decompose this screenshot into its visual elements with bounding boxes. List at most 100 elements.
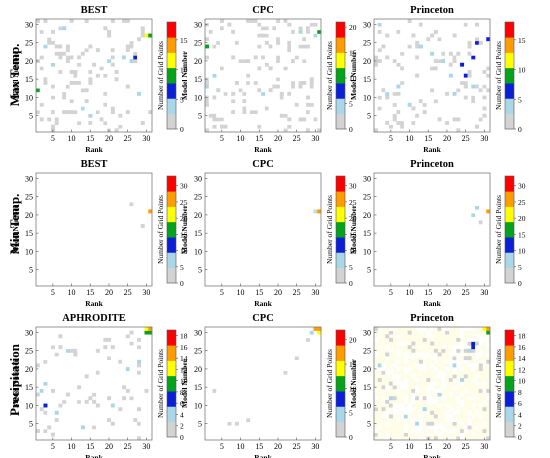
heatmap-cell — [456, 80, 461, 85]
heatmap-cell — [460, 99, 465, 104]
heatmap-cell — [388, 337, 393, 342]
heatmap-cell — [268, 128, 273, 133]
heatmap-cell — [463, 55, 468, 60]
heatmap-cell — [418, 128, 423, 133]
heatmap-cell — [246, 37, 251, 42]
heatmap-cell — [122, 224, 127, 228]
heatmap-cell — [377, 367, 382, 371]
heatmap-cell — [253, 84, 258, 89]
heatmap-cell — [385, 80, 390, 85]
heatmap-cell — [261, 330, 266, 335]
colorbar-segment — [167, 345, 176, 361]
heatmap-cell — [58, 73, 63, 78]
heatmap-cell — [482, 70, 487, 74]
heatmap-cell — [279, 363, 284, 368]
heatmap-cell — [205, 202, 209, 207]
heatmap-cell — [50, 29, 55, 34]
heatmap-cell — [73, 173, 78, 177]
heatmap-cell — [99, 370, 104, 375]
heatmap-cell — [103, 44, 108, 49]
heatmap-cell — [231, 260, 236, 265]
heatmap-cell — [396, 121, 401, 125]
x-tick-label: 10 — [406, 288, 414, 297]
heatmap-cell — [54, 260, 59, 265]
heatmap-cell — [223, 124, 228, 129]
heatmap-cell — [257, 88, 262, 93]
heatmap-cell — [80, 245, 85, 250]
heatmap-cell — [212, 224, 217, 228]
heatmap-cell — [242, 55, 247, 60]
heatmap-cell — [309, 66, 314, 71]
heatmap-cell — [430, 271, 435, 276]
heatmap-cell — [99, 88, 104, 93]
heatmap-cell — [205, 99, 209, 104]
heatmap-cell — [264, 227, 269, 232]
heatmap-cell — [122, 88, 127, 93]
heatmap-cell — [317, 37, 322, 42]
heatmap-cell — [445, 113, 450, 118]
heatmap-cell — [39, 370, 44, 375]
heatmap-cell — [407, 414, 412, 419]
heatmap-cell — [268, 124, 273, 129]
heatmap-cell — [77, 198, 82, 203]
heatmap-cell — [99, 271, 104, 276]
heatmap-cell — [234, 374, 239, 379]
heatmap-cell — [62, 102, 67, 107]
heatmap-cell — [264, 70, 269, 74]
heatmap-cell — [294, 352, 299, 357]
heatmap-cell — [223, 356, 228, 361]
heatmap-cell — [62, 70, 67, 74]
heatmap-cell — [291, 173, 296, 177]
heatmap-cell — [125, 378, 130, 382]
heatmap-cell — [95, 110, 100, 115]
heatmap-cell — [223, 62, 228, 67]
heatmap-cell — [482, 234, 487, 239]
heatmap-cell — [84, 110, 89, 115]
heatmap-cell — [302, 22, 307, 27]
heatmap-cell — [148, 352, 153, 357]
heatmap-cell — [99, 260, 104, 265]
heatmap-cell — [287, 249, 292, 254]
heatmap-cell — [92, 88, 97, 93]
heatmap-cell — [125, 84, 130, 89]
heatmap-cell — [219, 392, 224, 397]
heatmap-cell — [69, 348, 74, 353]
heatmap-cell — [39, 275, 44, 279]
heatmap-cell — [249, 88, 254, 93]
heatmap-cell — [129, 44, 134, 49]
heatmap-cell — [205, 399, 209, 404]
heatmap-cell — [80, 216, 85, 221]
colorbar-segment — [505, 345, 514, 361]
heatmap-cell — [246, 102, 251, 107]
heatmap-cell — [133, 359, 138, 364]
heatmap-cell — [249, 363, 254, 368]
heatmap-cell — [287, 40, 292, 45]
heatmap-cell — [118, 231, 123, 236]
heatmap-cell — [234, 407, 239, 412]
heatmap-cell — [317, 176, 322, 181]
y-axis-label: Model Number — [180, 204, 189, 254]
heatmap-cell — [374, 396, 378, 401]
heatmap-cell — [39, 51, 44, 56]
heatmap-cell — [388, 73, 393, 78]
heatmap-cell — [422, 367, 427, 371]
heatmap-cell — [467, 341, 472, 346]
heatmap-cell — [88, 330, 93, 335]
heatmap-cell — [456, 66, 461, 71]
heatmap-cell — [441, 26, 446, 31]
heatmap-cell — [264, 421, 269, 426]
heatmap-cell — [84, 44, 89, 49]
colorbar-tick-label: 5 — [349, 263, 353, 272]
heatmap-cell — [216, 209, 221, 214]
heatmap-cell — [253, 220, 258, 225]
heatmap-cell — [445, 359, 450, 364]
heatmap-cell — [216, 396, 221, 401]
heatmap-cell — [268, 26, 273, 31]
heatmap-cell — [234, 249, 239, 254]
heatmap-cell — [415, 231, 420, 236]
heatmap-cell — [69, 33, 74, 38]
heatmap-cell — [219, 205, 224, 210]
heatmap-cell — [433, 356, 438, 361]
heatmap-cell — [415, 128, 420, 133]
heatmap-cell — [92, 176, 97, 181]
